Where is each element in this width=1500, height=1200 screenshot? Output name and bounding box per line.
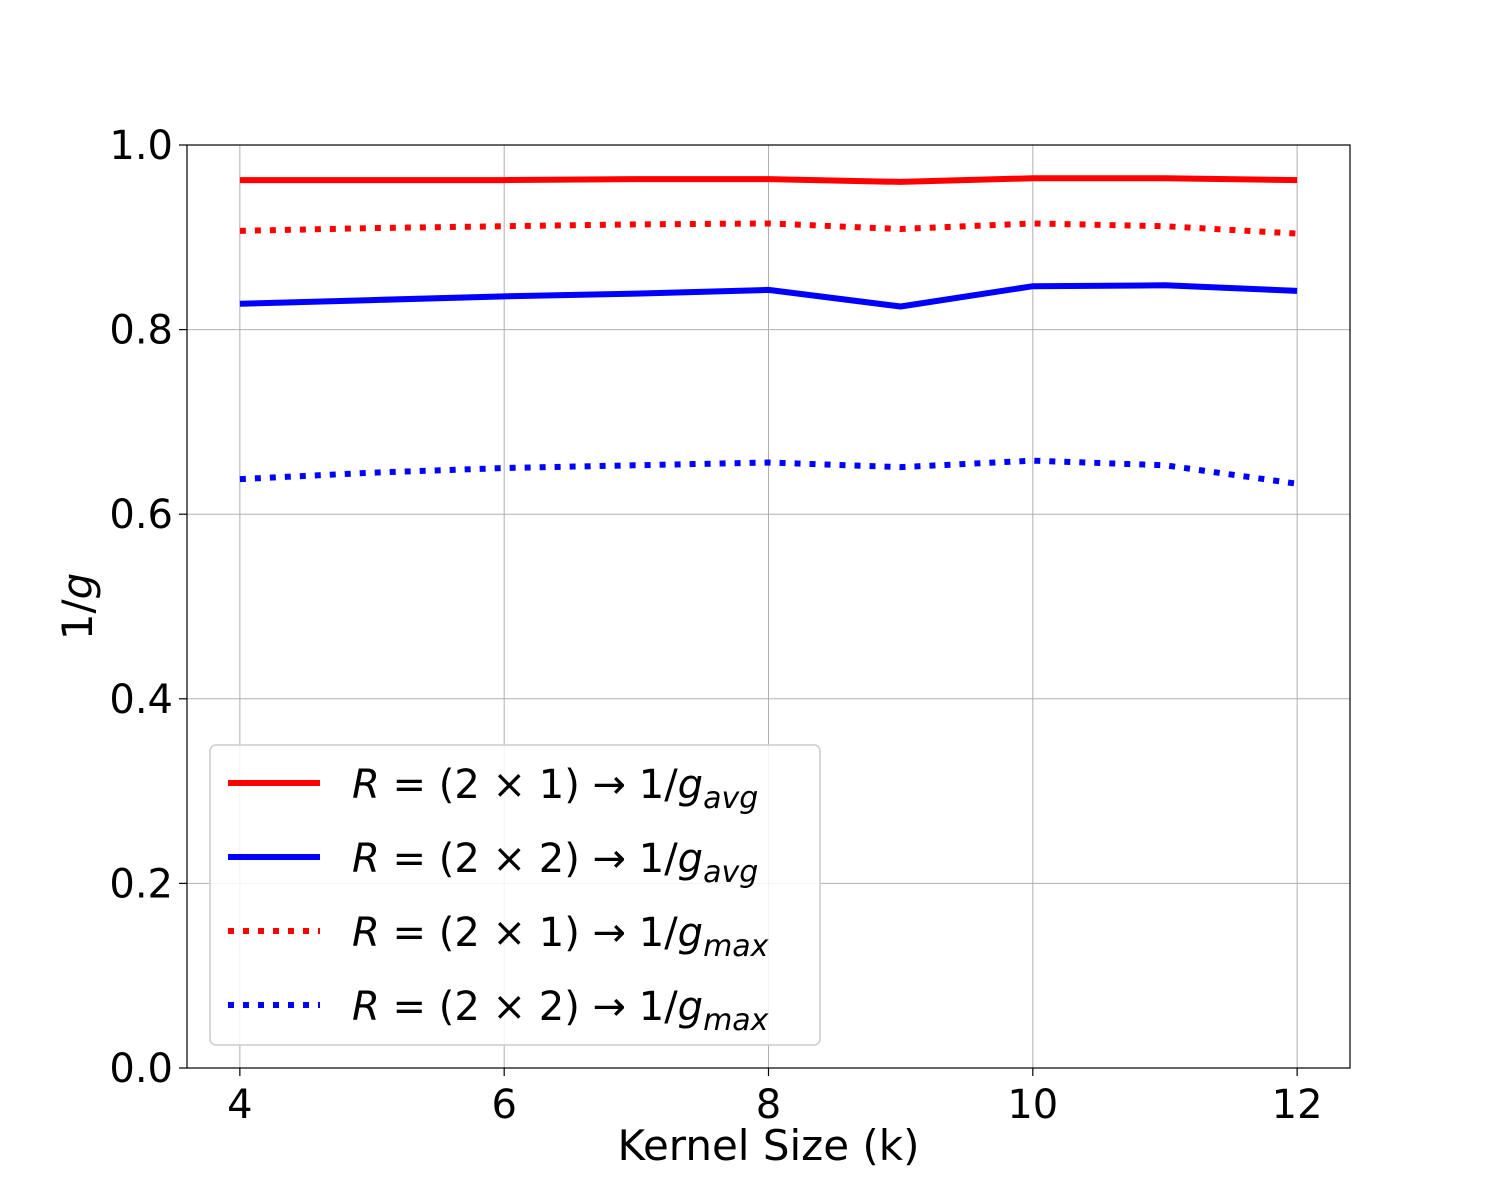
y-tick-label: 0.8 <box>109 308 173 354</box>
x-tick-label: 4 <box>227 1082 252 1128</box>
x-axis-ticks: 4 6 8 10 12 <box>227 1068 1323 1128</box>
y-tick-label: 0.6 <box>109 492 173 538</box>
legend-label-3: R = (2 × 1) → 1/gmax <box>352 910 769 964</box>
series-line-3 <box>239 220 1298 237</box>
legend-box <box>209 744 821 1046</box>
x-axis-label: Kernel Size (k) <box>618 1121 920 1170</box>
series-line-1 <box>239 175 1298 185</box>
series-lines <box>239 175 1298 487</box>
series-line-2 <box>239 282 1298 310</box>
x-tick-label: 6 <box>491 1082 516 1128</box>
series-line-4 <box>239 457 1298 487</box>
x-tick-label: 8 <box>756 1082 781 1128</box>
legend-label-2: R = (2 × 2) → 1/gavg <box>352 836 758 890</box>
legend-label-4: R = (2 × 2) → 1/gmax <box>352 984 769 1038</box>
y-tick-label: 0.0 <box>109 1046 173 1092</box>
y-axis-ticks: 0.0 0.2 0.4 0.6 0.8 1.0 <box>109 123 187 1092</box>
x-tick-label: 12 <box>1272 1082 1323 1128</box>
x-tick-label: 10 <box>1007 1082 1058 1128</box>
legend-label-1: R = (2 × 1) → 1/gavg <box>352 762 758 816</box>
y-tick-label: 1.0 <box>109 123 173 169</box>
y-axis-label: 1/g <box>53 573 102 641</box>
y-tick-label: 0.2 <box>109 861 173 907</box>
legend: R = (2 × 1) → 1/gavg R = (2 × 2) → 1/gavg… <box>209 744 821 1046</box>
y-tick-label: 0.4 <box>109 677 173 723</box>
